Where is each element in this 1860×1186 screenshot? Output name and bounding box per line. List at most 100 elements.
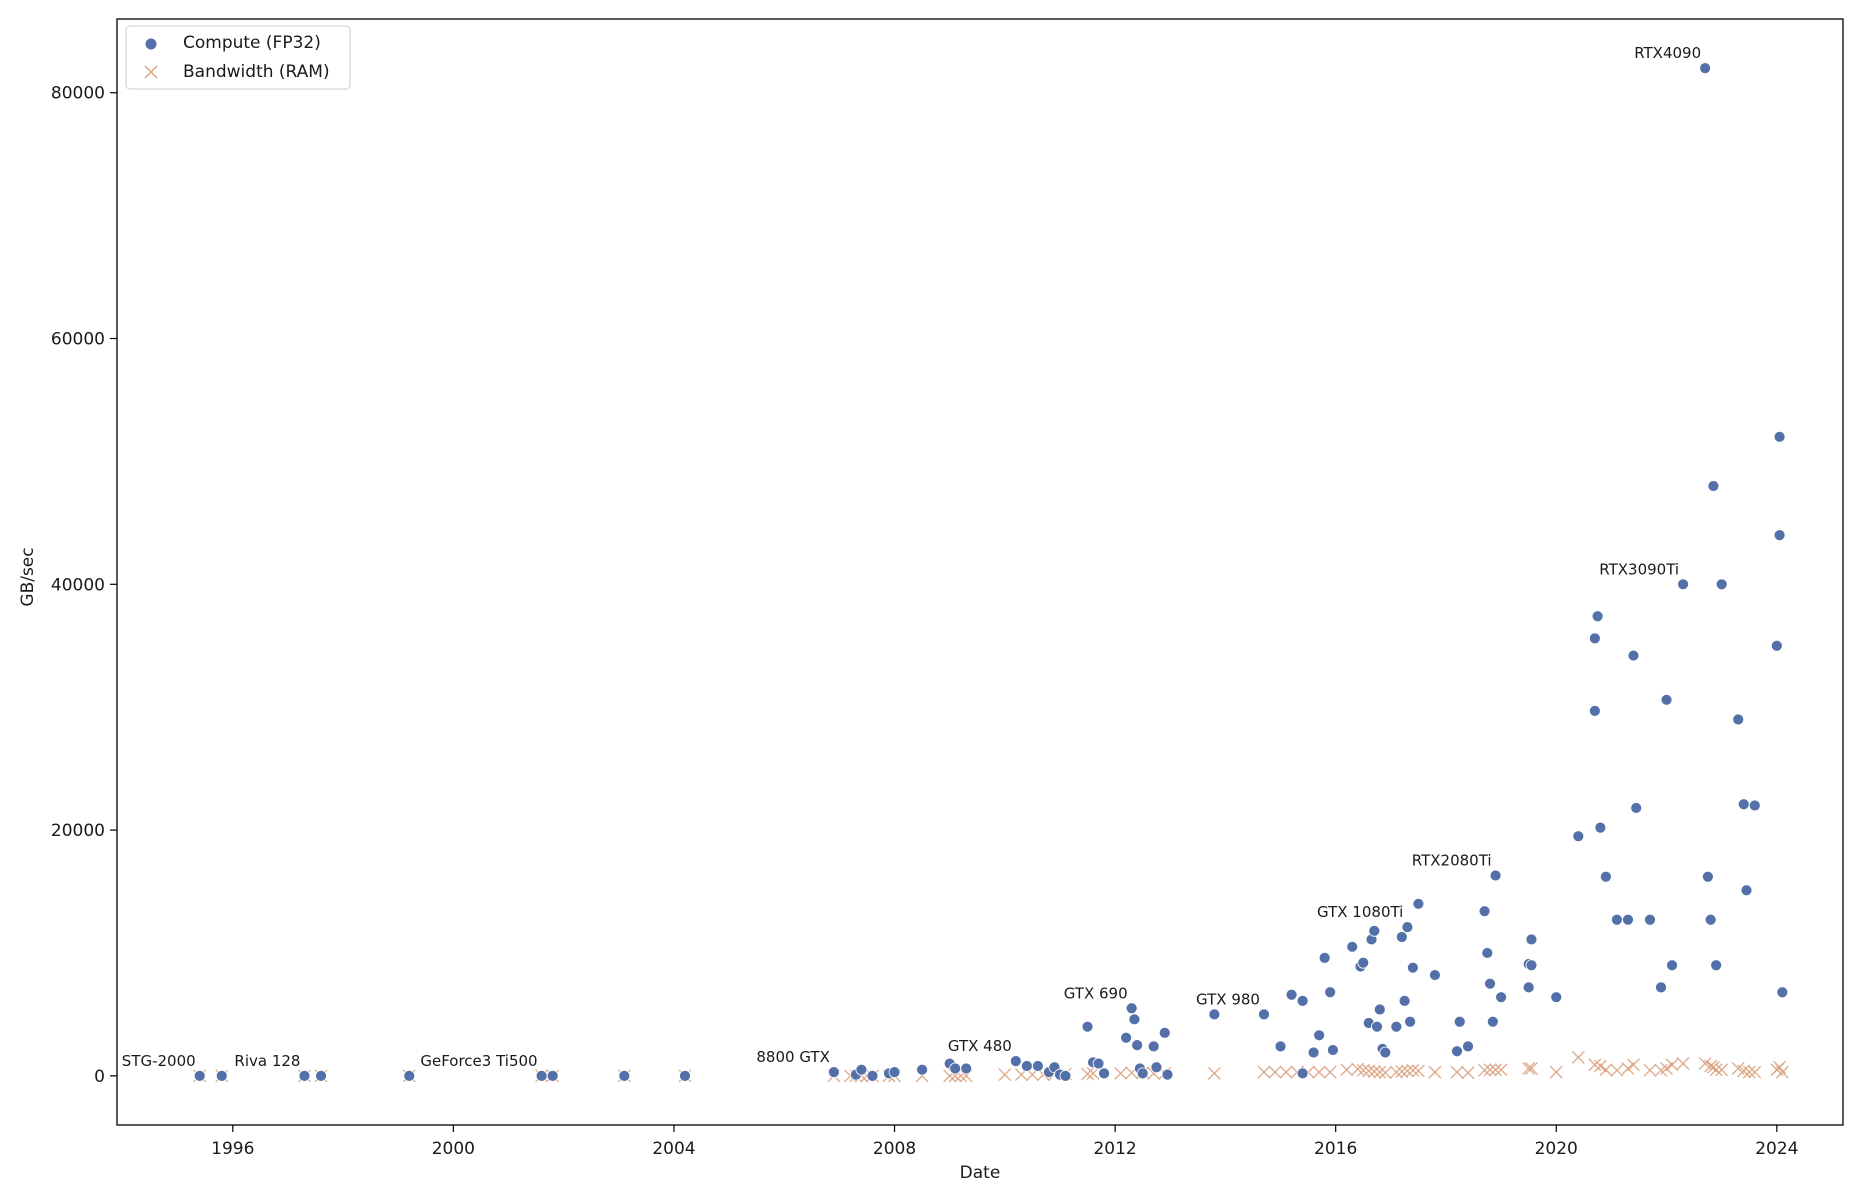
compute-point bbox=[1092, 1057, 1105, 1070]
bandwidth-point bbox=[1549, 1065, 1563, 1079]
compute-point bbox=[1707, 480, 1720, 492]
bandwidth-point bbox=[1323, 1065, 1337, 1079]
compute-point bbox=[1208, 1008, 1221, 1021]
compute-point bbox=[1740, 884, 1753, 897]
compute-point bbox=[403, 1069, 416, 1082]
bandwidth-point bbox=[1709, 1063, 1723, 1077]
y-tick-label: 80000 bbox=[51, 84, 105, 104]
compute-point bbox=[1368, 924, 1381, 937]
compute-point bbox=[1307, 1046, 1320, 1059]
compute-point bbox=[1324, 986, 1337, 999]
plot-background bbox=[117, 19, 1843, 1125]
compute-point bbox=[1373, 1003, 1386, 1016]
compute-point bbox=[1611, 913, 1623, 926]
annotations: STG-2000 Riva 128 GeForce3 Ti500 8800 GTX GT… bbox=[122, 44, 1701, 1070]
bandwidth-point bbox=[1643, 1063, 1657, 1077]
bandwidth-point bbox=[1411, 1064, 1425, 1078]
compute-point bbox=[960, 1062, 973, 1075]
compute-point bbox=[1630, 802, 1643, 814]
compute-point bbox=[1481, 947, 1494, 959]
bandwidth-point bbox=[1489, 1063, 1503, 1077]
compute-point bbox=[1371, 1020, 1383, 1033]
compute-point bbox=[1655, 981, 1667, 994]
compute-point bbox=[298, 1069, 311, 1082]
compute-point bbox=[1677, 578, 1689, 591]
compute-point bbox=[855, 1063, 868, 1076]
bandwidth-point bbox=[1400, 1064, 1414, 1078]
bandwidth-point bbox=[1737, 1064, 1751, 1078]
bandwidth-point bbox=[1483, 1063, 1497, 1077]
point-annotation: GTX 690 bbox=[1064, 984, 1128, 1002]
bandwidth-point bbox=[1086, 1066, 1100, 1080]
compute-point bbox=[1522, 981, 1535, 994]
compute-point bbox=[1131, 1039, 1144, 1052]
compute-point bbox=[1701, 870, 1714, 883]
compute-point bbox=[1525, 933, 1538, 946]
bandwidth-point bbox=[1571, 1050, 1585, 1064]
bandwidth-point bbox=[1114, 1066, 1128, 1080]
bandwidth-point bbox=[1207, 1066, 1221, 1080]
compute-point bbox=[1773, 430, 1786, 443]
compute-point bbox=[1404, 1015, 1417, 1028]
compute-point bbox=[1098, 1067, 1110, 1080]
bandwidth-point bbox=[1626, 1058, 1640, 1072]
y-tick-label: 0 bbox=[94, 1067, 105, 1087]
compute-point bbox=[1588, 704, 1601, 717]
bandwidth-point bbox=[1268, 1065, 1282, 1079]
point-annotation: RTX4090 bbox=[1634, 44, 1701, 62]
legend-bandwidth-marker bbox=[144, 65, 158, 79]
bandwidth-point bbox=[1406, 1063, 1420, 1077]
compute-point bbox=[1398, 994, 1411, 1007]
bandwidth-point bbox=[1362, 1064, 1376, 1078]
bandwidth-point bbox=[1351, 1062, 1365, 1076]
compute-point bbox=[1327, 1044, 1339, 1056]
y-tick-label: 60000 bbox=[51, 330, 105, 350]
compute-point bbox=[916, 1063, 928, 1076]
legend-box bbox=[125, 25, 351, 90]
compute-point bbox=[1594, 821, 1607, 834]
bandwidth-point bbox=[1428, 1065, 1442, 1079]
compute-point bbox=[1599, 870, 1612, 883]
bandwidth-point bbox=[1461, 1066, 1475, 1080]
bandwidth-point bbox=[1599, 1063, 1613, 1077]
compute-point bbox=[1296, 994, 1309, 1007]
x-tick-label: 1996 bbox=[211, 1139, 254, 1159]
compute-point bbox=[1776, 986, 1789, 999]
compute-point bbox=[1429, 969, 1441, 981]
compute-point bbox=[1644, 913, 1656, 926]
compute-point bbox=[1486, 1015, 1499, 1028]
legend-bandwidth-label: Bandwidth (RAM) bbox=[183, 62, 330, 82]
bandwidth-point bbox=[1389, 1065, 1403, 1079]
y-axis-title: GB/sec bbox=[18, 547, 38, 606]
compute-point bbox=[949, 1062, 962, 1075]
compute-point bbox=[1395, 931, 1408, 943]
compute-point bbox=[193, 1069, 206, 1082]
bandwidth-point bbox=[1704, 1059, 1718, 1073]
compute-point bbox=[1147, 1040, 1160, 1053]
legend: Compute (FP32) Bandwidth (RAM) bbox=[125, 25, 351, 90]
bandwidth-point bbox=[1588, 1058, 1602, 1072]
compute-point bbox=[546, 1069, 559, 1082]
x-tick-label: 2012 bbox=[1093, 1139, 1136, 1159]
bandwidth-point bbox=[1395, 1065, 1409, 1079]
compute-point bbox=[1550, 991, 1563, 1004]
compute-point bbox=[1379, 1046, 1392, 1059]
compute-point bbox=[1462, 1040, 1474, 1053]
point-annotation: Riva 128 bbox=[234, 1052, 300, 1070]
compute-point bbox=[1161, 1068, 1174, 1081]
compute-point bbox=[888, 1066, 901, 1079]
compute-point bbox=[1009, 1055, 1022, 1067]
compute-point bbox=[1704, 913, 1717, 926]
bandwidth-point bbox=[1621, 1061, 1635, 1075]
point-annotation: STG-2000 bbox=[122, 1052, 196, 1070]
plot-frame bbox=[116, 18, 1844, 1126]
legend-compute-label: Compute (FP32) bbox=[183, 33, 321, 53]
bandwidth-point bbox=[1522, 1061, 1536, 1075]
compute-point bbox=[1478, 905, 1491, 918]
bandwidth-point bbox=[1356, 1063, 1370, 1077]
bandwidth-point bbox=[1610, 1063, 1624, 1077]
compute-point bbox=[1627, 649, 1640, 662]
bandwidth-point bbox=[1665, 1058, 1679, 1072]
point-annotation: RTX3090Ti bbox=[1599, 560, 1679, 578]
